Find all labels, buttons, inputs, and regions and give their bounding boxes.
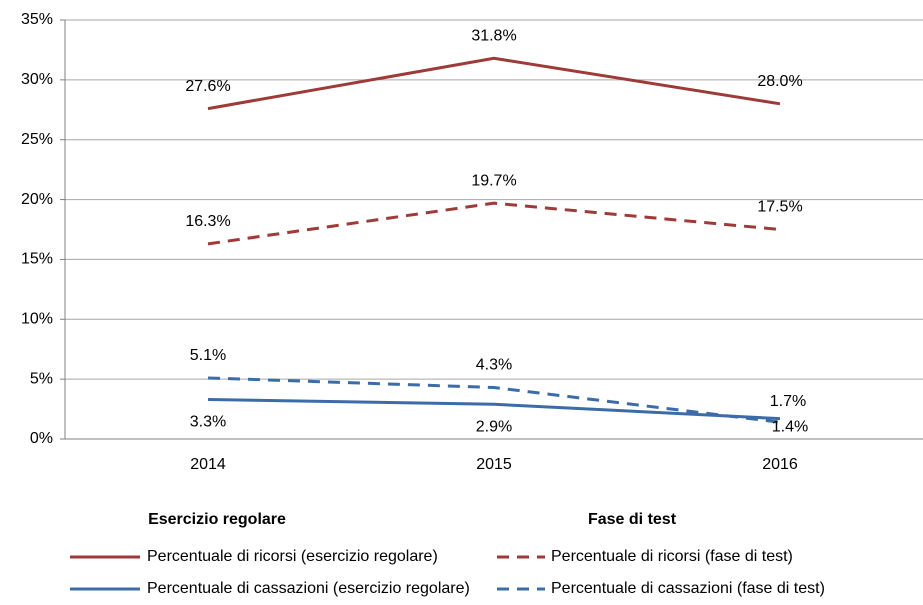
data-label: 19.7% xyxy=(471,172,516,189)
legend-label: Percentuale di cassazioni (esercizio reg… xyxy=(147,580,470,597)
data-label: 1.4% xyxy=(772,418,808,435)
data-label: 31.8% xyxy=(471,28,516,45)
data-label: 4.3% xyxy=(476,357,512,374)
series-line xyxy=(207,56,781,111)
data-label: 3.3% xyxy=(190,414,226,431)
data-label: 1.7% xyxy=(770,393,806,410)
y-tick-label: 10% xyxy=(21,311,53,328)
y-tick-label: 15% xyxy=(21,251,53,268)
data-label: 2.9% xyxy=(476,419,512,436)
data-label: 28.0% xyxy=(757,73,802,90)
y-tick-label: 0% xyxy=(30,430,53,447)
y-tick-label: 35% xyxy=(21,11,53,28)
data-label: 16.3% xyxy=(185,213,230,230)
data-label: 27.6% xyxy=(185,78,230,95)
y-tick-label: 20% xyxy=(21,191,53,208)
legend-group-title: Fase di test xyxy=(588,511,677,528)
legend-label: Percentuale di cassazioni (fase di test) xyxy=(551,580,825,597)
legend-label: Percentuale di ricorsi (fase di test) xyxy=(551,548,793,565)
legend-label: Percentuale di ricorsi (esercizio regola… xyxy=(147,548,438,565)
series-line xyxy=(207,376,781,424)
x-tick-label: 2014 xyxy=(190,456,226,473)
legend-group-title: Esercizio regolare xyxy=(148,511,286,528)
series-line xyxy=(207,397,781,421)
y-tick-label: 30% xyxy=(21,71,53,88)
series-line xyxy=(207,201,781,246)
y-tick-label: 5% xyxy=(30,370,53,387)
x-tick-label: 2016 xyxy=(762,456,798,473)
data-label: 17.5% xyxy=(757,199,802,216)
y-tick-label: 25% xyxy=(21,131,53,148)
data-label: 5.1% xyxy=(190,347,226,364)
x-tick-label: 2015 xyxy=(476,456,512,473)
